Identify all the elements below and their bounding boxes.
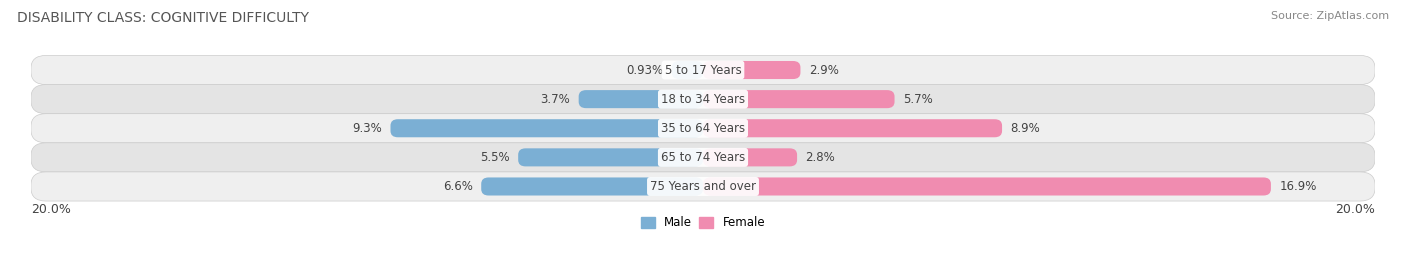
Text: DISABILITY CLASS: COGNITIVE DIFFICULTY: DISABILITY CLASS: COGNITIVE DIFFICULTY [17, 11, 309, 25]
Text: 20.0%: 20.0% [31, 203, 70, 216]
Text: 5 to 17 Years: 5 to 17 Years [665, 63, 741, 76]
FancyBboxPatch shape [703, 119, 1002, 137]
Text: 2.9%: 2.9% [808, 63, 839, 76]
Text: 16.9%: 16.9% [1279, 180, 1316, 193]
FancyBboxPatch shape [703, 90, 894, 108]
FancyBboxPatch shape [31, 85, 1375, 114]
Text: 6.6%: 6.6% [443, 180, 472, 193]
FancyBboxPatch shape [391, 119, 703, 137]
FancyBboxPatch shape [481, 177, 703, 195]
Text: 8.9%: 8.9% [1011, 122, 1040, 135]
FancyBboxPatch shape [31, 172, 1375, 201]
FancyBboxPatch shape [31, 55, 1375, 85]
FancyBboxPatch shape [703, 61, 800, 79]
Text: 5.7%: 5.7% [903, 93, 932, 106]
Text: 20.0%: 20.0% [1336, 203, 1375, 216]
Text: Source: ZipAtlas.com: Source: ZipAtlas.com [1271, 11, 1389, 21]
FancyBboxPatch shape [519, 148, 703, 166]
Text: 2.8%: 2.8% [806, 151, 835, 164]
Text: 18 to 34 Years: 18 to 34 Years [661, 93, 745, 106]
Text: 0.93%: 0.93% [626, 63, 664, 76]
Text: 65 to 74 Years: 65 to 74 Years [661, 151, 745, 164]
Text: 35 to 64 Years: 35 to 64 Years [661, 122, 745, 135]
FancyBboxPatch shape [579, 90, 703, 108]
FancyBboxPatch shape [703, 177, 1271, 195]
Text: 3.7%: 3.7% [540, 93, 571, 106]
Text: 75 Years and over: 75 Years and over [650, 180, 756, 193]
Text: 5.5%: 5.5% [481, 151, 510, 164]
FancyBboxPatch shape [31, 143, 1375, 172]
Legend: Male, Female: Male, Female [641, 216, 765, 229]
FancyBboxPatch shape [31, 114, 1375, 143]
Text: 9.3%: 9.3% [353, 122, 382, 135]
FancyBboxPatch shape [672, 61, 703, 79]
FancyBboxPatch shape [703, 148, 797, 166]
